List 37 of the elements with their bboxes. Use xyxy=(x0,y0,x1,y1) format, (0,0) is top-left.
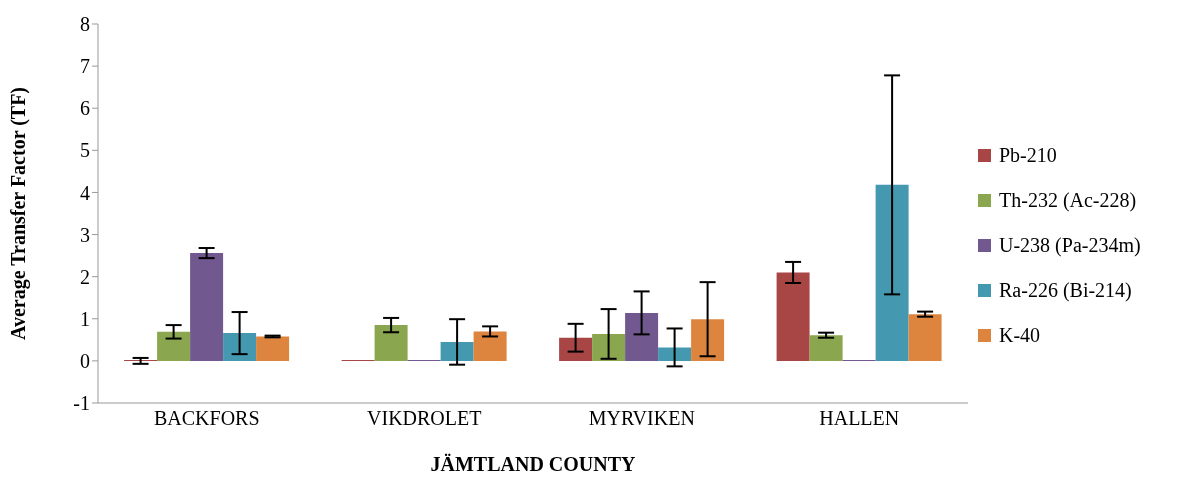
bar xyxy=(592,333,626,361)
bar xyxy=(440,341,474,361)
y-tick-label: -1 xyxy=(73,392,90,415)
bar xyxy=(559,337,593,361)
y-tick-label: 4 xyxy=(80,181,90,204)
bar xyxy=(473,331,507,361)
bar xyxy=(908,314,942,361)
x-tick-label: HALLEN xyxy=(819,407,900,430)
bar xyxy=(190,253,224,361)
bar xyxy=(875,184,909,361)
bar xyxy=(625,312,659,361)
y-tick-label: 7 xyxy=(80,55,90,78)
x-tick-label: VIKDROLET xyxy=(367,407,482,430)
y-tick-label: 5 xyxy=(80,139,90,162)
bar xyxy=(157,331,191,361)
legend-label: K-40 xyxy=(999,324,1042,347)
bar xyxy=(374,325,408,361)
bar xyxy=(658,347,692,361)
bar xyxy=(223,333,257,361)
y-tick-label: 3 xyxy=(80,223,90,246)
bar xyxy=(776,272,810,361)
bar xyxy=(256,336,290,361)
y-tick-label: 6 xyxy=(80,97,90,120)
y-tick-label: 2 xyxy=(80,265,90,288)
legend-label: Th-232 (Ac-228) xyxy=(999,189,1138,212)
bar xyxy=(691,319,725,361)
x-tick-label: BACKFORS xyxy=(153,407,260,430)
y-tick-label: 8 xyxy=(80,13,90,36)
x-tick-label: MYRVIKEN xyxy=(588,407,695,430)
legend-label: Pb-210 xyxy=(999,144,1058,167)
x-axis-title: JÄMTLAND COUNTY xyxy=(430,453,637,475)
y-axis-title: Average Transfer Factor (TF) xyxy=(7,86,31,341)
legend-label: Ra-226 (Bi-214) xyxy=(999,279,1133,302)
y-tick-label: 1 xyxy=(80,307,90,330)
bar xyxy=(809,335,843,361)
legend-label: U-238 (Pa-234m) xyxy=(999,234,1142,257)
y-tick-label: 0 xyxy=(80,349,90,372)
